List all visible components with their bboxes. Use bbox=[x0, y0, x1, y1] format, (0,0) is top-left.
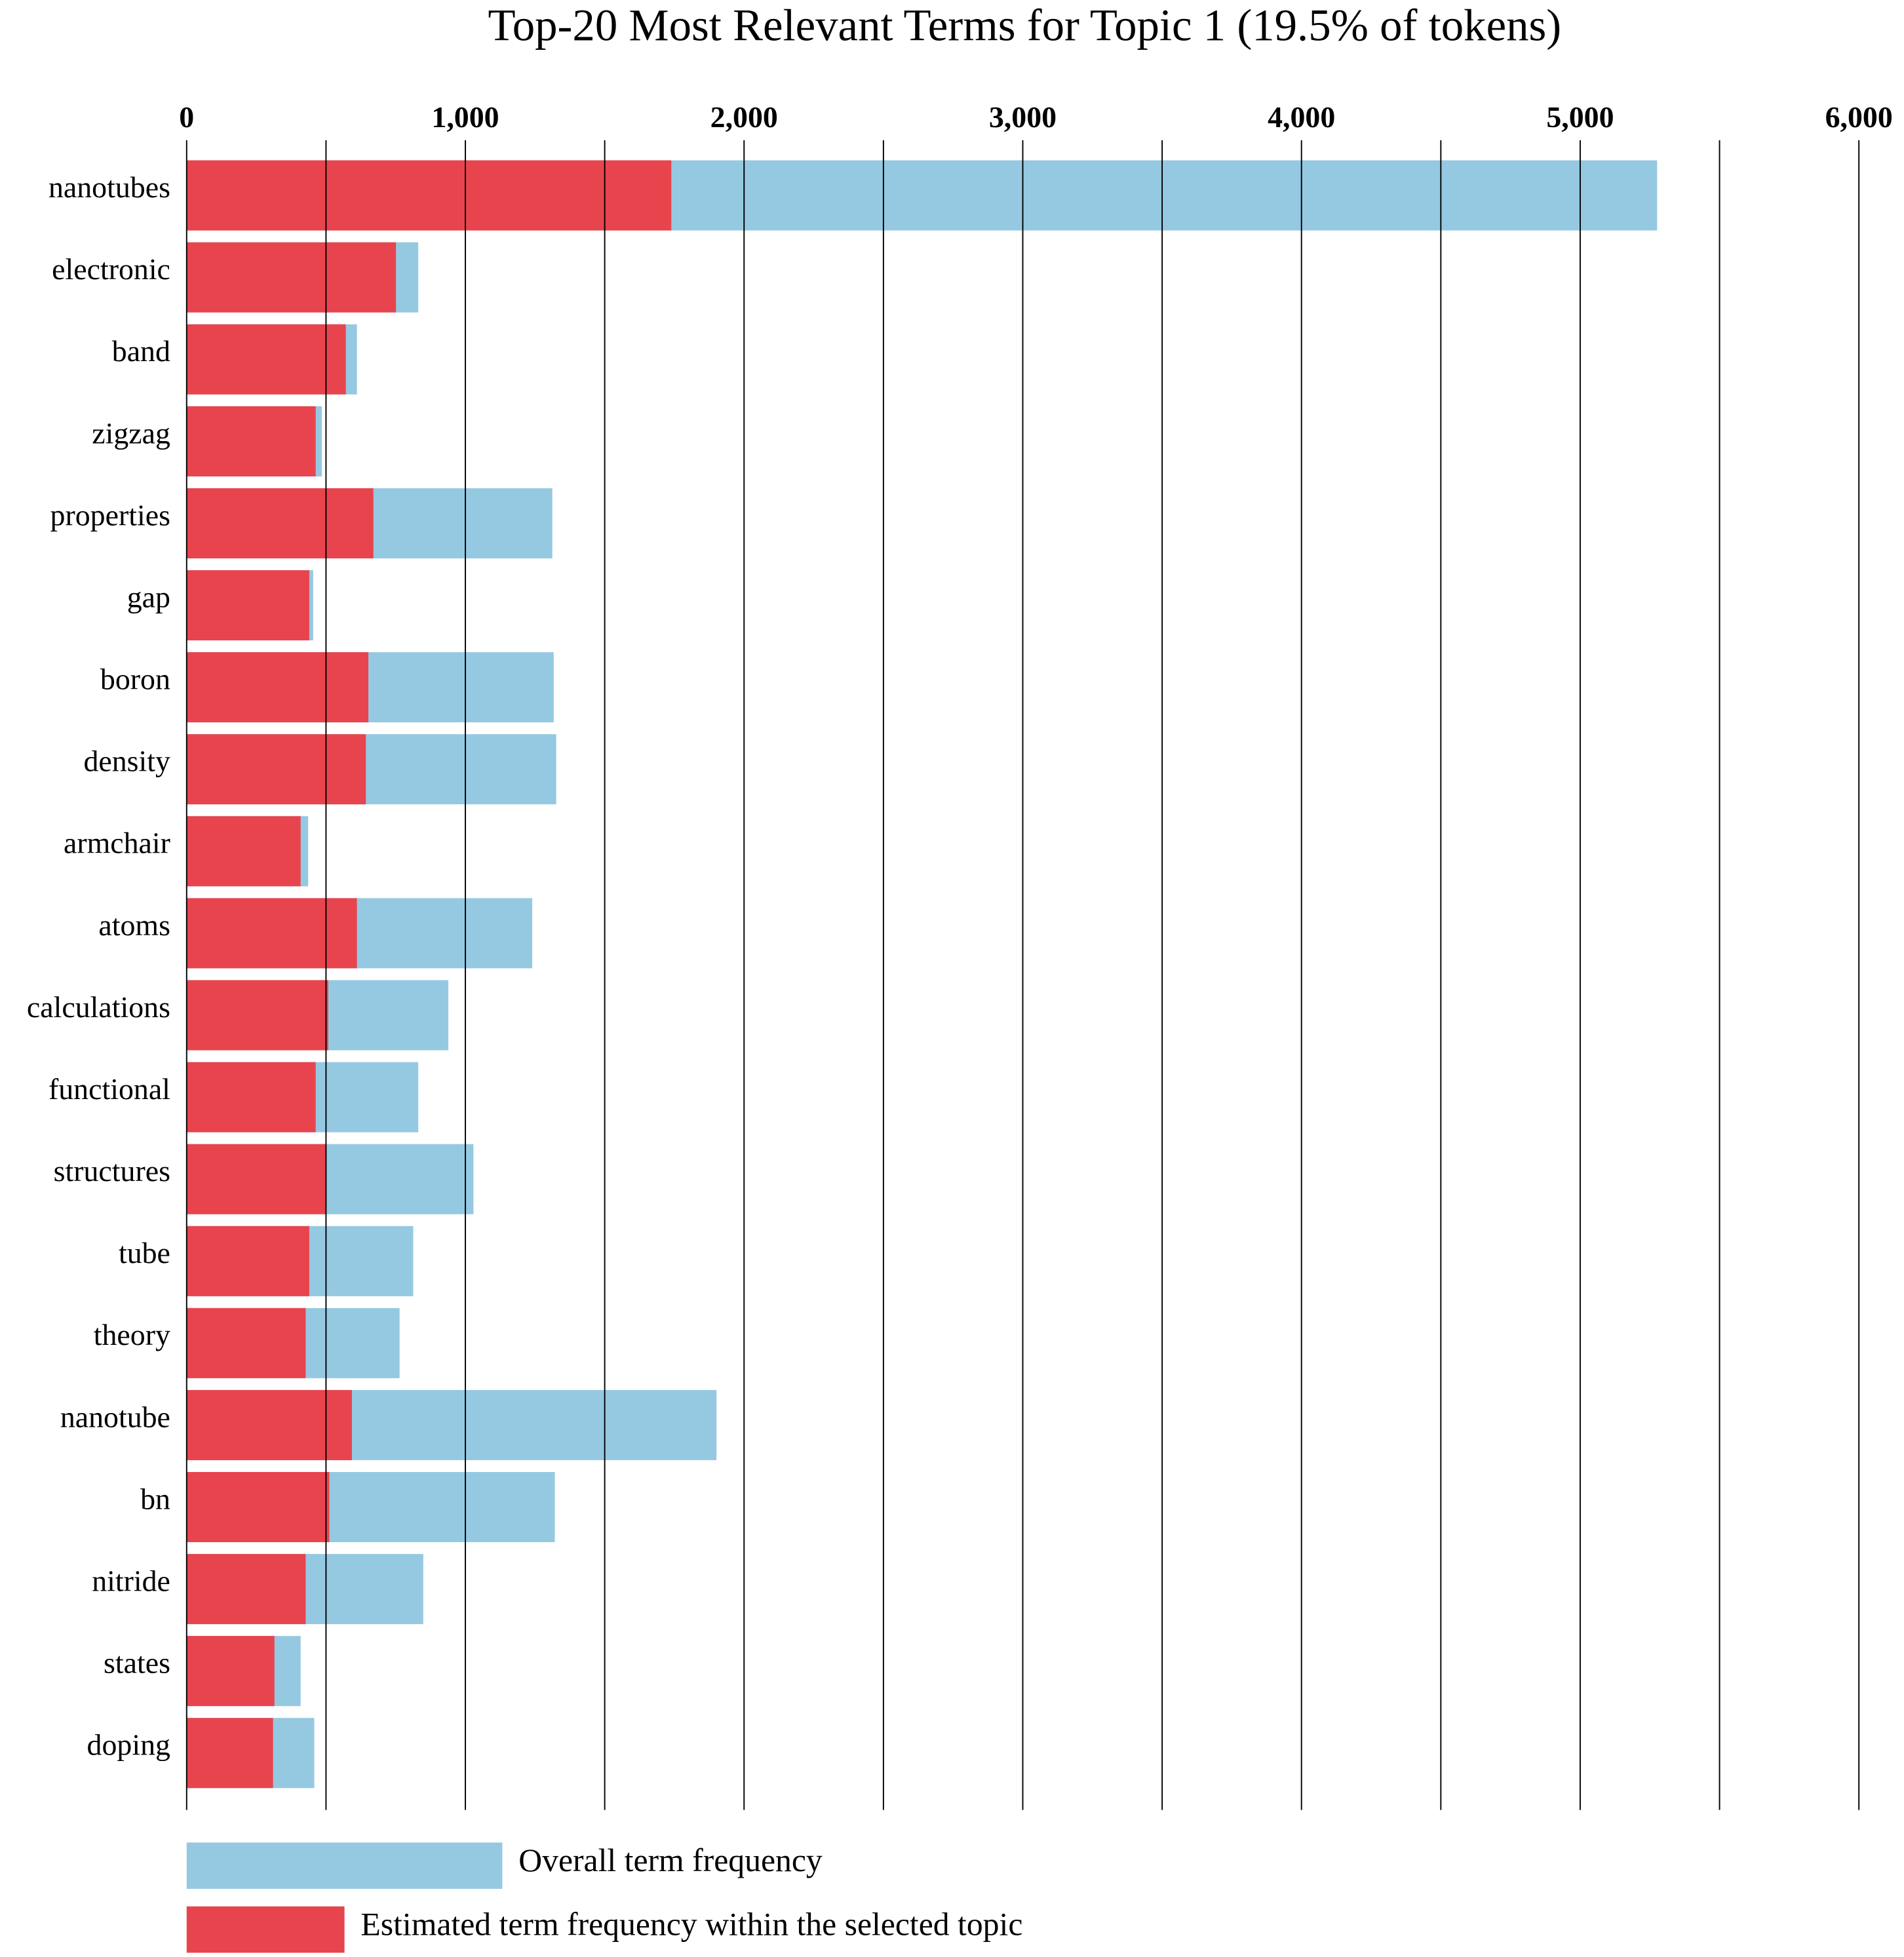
x-tick-label: 0 bbox=[179, 100, 194, 134]
y-tick-label: armchair bbox=[64, 826, 170, 860]
y-tick-label: bn bbox=[140, 1482, 170, 1515]
bar bbox=[186, 1062, 316, 1133]
legend-swatch bbox=[186, 1842, 503, 1889]
y-tick-label: zigzag bbox=[92, 416, 170, 450]
bar bbox=[186, 652, 369, 723]
bar bbox=[186, 816, 301, 887]
y-tick-label: band bbox=[112, 334, 170, 368]
bar bbox=[186, 242, 397, 313]
legend-label: Overall term frequency bbox=[518, 1842, 823, 1878]
x-tick-label: 2,000 bbox=[710, 100, 778, 134]
y-tick-label: functional bbox=[49, 1072, 170, 1106]
y-tick-label: gap bbox=[127, 580, 170, 613]
bar bbox=[186, 488, 374, 558]
bar bbox=[186, 406, 316, 476]
y-tick-label: doping bbox=[87, 1728, 170, 1762]
legend-label: Estimated term frequency within the sele… bbox=[360, 1907, 1022, 1943]
bar bbox=[186, 1389, 352, 1460]
y-tick-label: electronic bbox=[52, 252, 170, 286]
bar bbox=[186, 898, 357, 969]
bar bbox=[186, 1226, 309, 1296]
x-tick-label: 3,000 bbox=[989, 100, 1057, 134]
y-tick-label: theory bbox=[94, 1318, 170, 1351]
x-tick-label: 4,000 bbox=[1268, 100, 1335, 134]
bar bbox=[186, 1471, 330, 1543]
y-tick-label: tube bbox=[119, 1236, 170, 1269]
y-tick-label: nanotube bbox=[60, 1400, 170, 1433]
bar bbox=[186, 1718, 273, 1789]
y-tick-label: nitride bbox=[92, 1564, 170, 1597]
bar bbox=[186, 980, 328, 1051]
bar bbox=[186, 324, 346, 395]
bar bbox=[186, 1144, 326, 1214]
x-tick-label: 5,000 bbox=[1546, 100, 1614, 134]
bar bbox=[186, 1636, 275, 1707]
x-tick-label: 1,000 bbox=[431, 100, 499, 134]
y-tick-label: calculations bbox=[27, 990, 170, 1024]
y-tick-label: properties bbox=[50, 498, 170, 532]
y-tick-label: density bbox=[83, 745, 170, 778]
legend-swatch bbox=[186, 1906, 345, 1953]
bar bbox=[186, 1554, 306, 1625]
y-tick-label: states bbox=[104, 1646, 170, 1680]
bar bbox=[186, 570, 309, 641]
y-tick-label: nanotubes bbox=[49, 170, 170, 204]
y-tick-label: boron bbox=[100, 663, 170, 696]
chart-title: Top-20 Most Relevant Terms for Topic 1 (… bbox=[488, 1, 1562, 50]
y-tick-label: structures bbox=[54, 1154, 170, 1188]
y-tick-label: atoms bbox=[98, 908, 170, 942]
bar bbox=[186, 734, 366, 805]
bar bbox=[186, 160, 672, 231]
x-tick-label: 6,000 bbox=[1825, 100, 1893, 134]
bar bbox=[186, 1308, 306, 1378]
